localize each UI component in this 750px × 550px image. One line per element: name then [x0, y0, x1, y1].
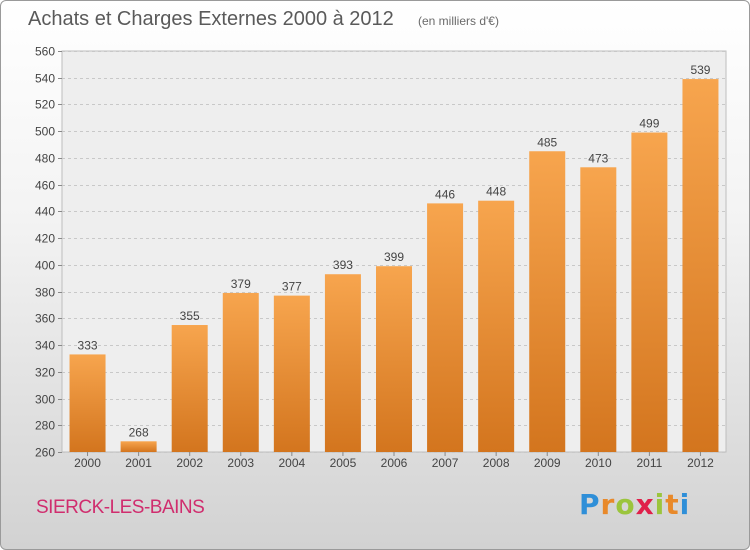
bar-2000[interactable]	[69, 354, 106, 452]
y-tick-label: 440	[35, 205, 55, 219]
y-tick-label: 380	[35, 286, 55, 300]
data-label-2002: 355	[180, 309, 200, 323]
logo-letter: x	[635, 488, 655, 521]
bar-2001[interactable]	[120, 441, 157, 452]
logo-letter: P	[579, 488, 601, 521]
y-tick-label: 320	[35, 366, 55, 380]
y-tick-label: 460	[35, 179, 55, 193]
chart-title: Achats et Charges Externes 2000 à 2012	[28, 8, 394, 30]
x-tick-label-2006: 2006	[381, 456, 408, 470]
bar-2009[interactable]	[529, 151, 566, 452]
x-tick-label-2002: 2002	[176, 456, 203, 470]
y-tick-label: 500	[35, 125, 55, 139]
bar-2012[interactable]	[682, 79, 719, 452]
x-tick-label-2005: 2005	[330, 456, 357, 470]
data-label-2003: 379	[231, 277, 251, 291]
y-tick-label: 300	[35, 393, 55, 407]
data-label-2004: 377	[282, 280, 302, 294]
x-tick-label-2010: 2010	[585, 456, 612, 470]
y-tick-label: 400	[35, 259, 55, 273]
x-tick-label-2003: 2003	[227, 456, 254, 470]
data-label-2008: 448	[486, 185, 506, 199]
x-tick-label-2000: 2000	[74, 456, 101, 470]
x-tick-label-2012: 2012	[687, 456, 714, 470]
data-label-2005: 393	[333, 258, 353, 272]
bar-2010[interactable]	[580, 167, 617, 453]
proxiti-logo[interactable]: Proxiti	[579, 488, 690, 521]
data-label-2000: 333	[78, 338, 98, 352]
bar-2006[interactable]	[376, 266, 412, 452]
y-tick-label: 340	[35, 339, 55, 353]
y-axis-ticks: 260 280 300 320 340 360 380 400 420 440 460 480 500 5…	[35, 45, 62, 460]
logo-letter: i	[679, 488, 691, 521]
x-tick-label-2007: 2007	[432, 456, 459, 470]
y-tick-label: 420	[35, 232, 55, 246]
logo-letter: t	[665, 488, 680, 521]
x-tick-label-2011: 2011	[636, 456, 662, 470]
data-label-2006: 399	[384, 250, 404, 264]
x-tick-label-2008: 2008	[483, 456, 510, 470]
data-label-2007: 446	[435, 187, 455, 201]
y-tick-label: 520	[35, 98, 55, 112]
logo-letter: i	[654, 488, 666, 521]
logo-letter: r	[600, 488, 616, 521]
data-label-2009: 485	[537, 135, 557, 149]
y-tick-label: 280	[35, 419, 55, 433]
x-tick-label-2004: 2004	[278, 456, 305, 470]
commune-name: SIERCK-LES-BAINS	[36, 497, 205, 518]
data-label-2010: 473	[588, 151, 608, 165]
y-tick-label: 360	[35, 312, 55, 326]
bar-2004[interactable]	[273, 295, 310, 452]
data-label-2011: 499	[639, 117, 659, 131]
bar-2007[interactable]	[427, 203, 464, 452]
data-label-2001: 268	[129, 425, 149, 439]
bar-2011[interactable]	[631, 132, 668, 452]
bar-2002[interactable]	[171, 325, 208, 452]
y-tick-label: 540	[35, 72, 55, 86]
x-axis-ticks: 2000 2001 2002 2003 2004 2005 2006 2007 2008 2009…	[74, 452, 714, 470]
chart-subtitle: (en milliers d'€)	[418, 14, 499, 28]
bar-2008[interactable]	[478, 200, 515, 452]
x-tick-label-2009: 2009	[534, 456, 561, 470]
bars: 333 268 355 379 377 393 399 446 448 485 473 499 539	[69, 63, 719, 453]
bar-2005[interactable]	[324, 274, 361, 452]
y-tick-label: 480	[35, 152, 55, 166]
bar-2003[interactable]	[222, 292, 259, 452]
logo-letter: o	[615, 488, 636, 521]
y-tick-label: 260	[35, 446, 55, 460]
data-label-2012: 539	[690, 63, 710, 77]
x-tick-label-2001: 2001	[125, 456, 152, 470]
y-tick-label: 560	[35, 45, 55, 59]
